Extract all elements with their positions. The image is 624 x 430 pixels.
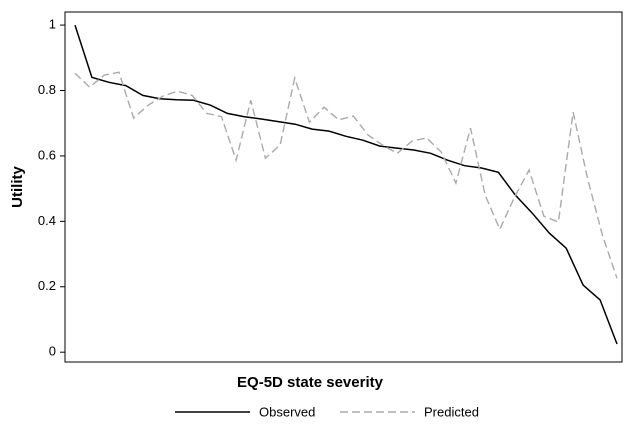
series-line [74,24,618,345]
y-tick-label: 0.6 [38,147,56,162]
legend-label: Predicted [424,404,479,419]
plot-frame [64,11,623,363]
legend-label: Observed [259,404,315,419]
y-tick-label: 0 [49,344,56,359]
y-tick-label: 0.8 [38,82,56,97]
y-tick-label: 0.2 [38,278,56,293]
y-tick-label: 1 [49,17,56,32]
y-tick-label: 0.4 [38,213,56,228]
y-axis-label: Utility [9,166,26,208]
x-axis-label: EQ-5D state severity [237,374,384,391]
series-line [74,71,618,279]
